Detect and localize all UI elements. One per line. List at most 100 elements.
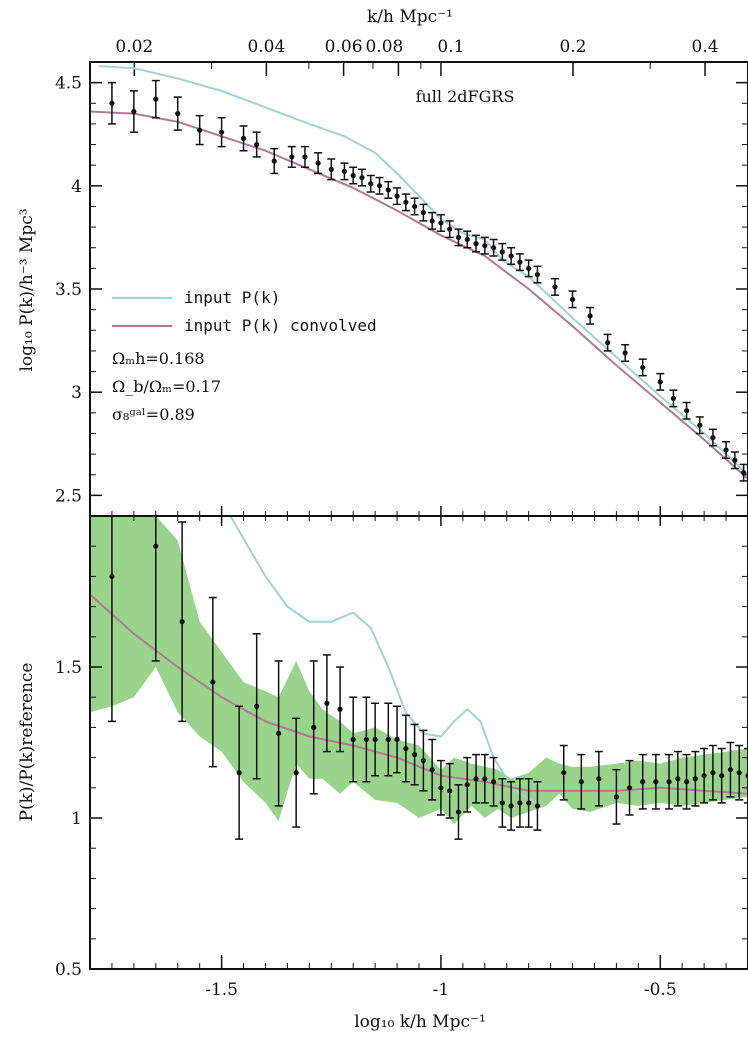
bottom-data-point: [394, 736, 400, 743]
top-data-point: [219, 129, 225, 135]
top-data-point: [455, 234, 462, 241]
bottom-data-point: [653, 779, 659, 785]
top-data-point: [438, 220, 444, 226]
bottom-data-point: [534, 803, 541, 809]
top-ytick-label: 2.5: [55, 486, 82, 506]
top-ytick-label: 4.5: [55, 74, 82, 94]
bottom-data-point: [438, 785, 444, 791]
bottom-data-point: [701, 773, 707, 779]
top-data-point: [723, 447, 729, 453]
top-data-point: [683, 408, 690, 414]
top-data-point: [412, 203, 418, 210]
bottom-data-point: [324, 700, 330, 706]
param-baryon-fraction: Ω_b/Ωₘ=0.17: [112, 377, 221, 396]
top-data-point: [640, 364, 646, 371]
top-ytick-label: 4: [71, 177, 82, 197]
bottom-data-point: [526, 800, 532, 806]
top-data-point: [657, 379, 663, 385]
bottom-data-point: [508, 803, 514, 809]
top-data-point: [175, 110, 181, 117]
top-data-point: [741, 470, 747, 476]
top-y-axis-title: log₁₀ P(k)/h⁻³ Mpc³: [17, 208, 37, 371]
bottom-curve-1: [89, 593, 748, 795]
bottom-data-point: [372, 736, 378, 743]
param-omega-m-h: Ωₘh=0.168: [112, 349, 205, 368]
bottom-data-point: [420, 758, 426, 764]
top-data-point: [420, 210, 426, 216]
top-data-point: [622, 350, 628, 356]
top-data-point: [271, 158, 277, 164]
top-data-point: [394, 193, 400, 199]
bottom-data-points: [107, 515, 748, 840]
top-data-point: [508, 253, 514, 259]
top-axis-title: k/h Mpc⁻¹: [367, 7, 453, 27]
bottom-ytick-label: 1: [71, 809, 82, 829]
bottom-data-point: [683, 779, 690, 785]
bottom-data-point: [640, 779, 646, 785]
bottom-data-point: [455, 809, 462, 815]
top-data-point: [376, 183, 383, 189]
top-data-point: [368, 181, 374, 187]
top-axis-tick-label: 0.06: [325, 37, 363, 57]
top-data-point: [670, 395, 677, 401]
top-axis-tick-label: 0.08: [365, 37, 403, 57]
x-axis-title: log₁₀ k/h Mpc⁻¹: [354, 1012, 486, 1032]
top-data-point: [302, 154, 308, 160]
bottom-xtick-label: -1: [433, 980, 450, 1000]
bottom-ytick-label: 0.5: [55, 960, 82, 980]
bottom-panel-frame: [89, 515, 748, 970]
bottom-data-point: [447, 788, 453, 794]
top-data-point: [464, 236, 470, 243]
error-band: [90, 516, 748, 824]
top-data-points: [107, 79, 748, 482]
bottom-data-point: [736, 770, 742, 776]
bottom-data-point: [464, 782, 470, 788]
top-data-point: [732, 457, 738, 463]
top-data-point: [109, 100, 115, 106]
top-axis-tick-label: 0.1: [437, 37, 464, 57]
top-axis-tick-label: 0.4: [692, 37, 719, 57]
bottom-data-point: [596, 776, 602, 782]
top-data-point: [131, 108, 137, 115]
top-ytick-label: 3.5: [55, 280, 82, 300]
top-data-point: [517, 259, 523, 265]
bottom-data-point: [403, 745, 409, 752]
top-axis-tick-label: 0.2: [559, 37, 586, 57]
bottom-data-point: [412, 751, 418, 758]
top-data-point: [197, 127, 203, 133]
bottom-data-point: [350, 736, 356, 743]
bottom-data-point: [385, 736, 391, 743]
bottom-data-point: [490, 779, 497, 785]
top-data-point: [447, 226, 453, 232]
top-data-point: [341, 168, 348, 174]
top-data-point: [490, 245, 497, 251]
bottom-y-axis-title: P(k)/P(k)reference: [17, 663, 37, 822]
bottom-data-point: [179, 619, 185, 625]
bottom-data-point: [710, 770, 716, 776]
top-data-point: [697, 422, 703, 428]
param-sigma8-gal: σ₈ᵍᵃˡ=0.89: [112, 405, 195, 424]
top-panel-annotation: full 2dFGRS: [416, 87, 515, 106]
bottom-ytick-label: 1.5: [55, 658, 82, 678]
top-data-point: [359, 174, 365, 181]
top-data-point: [482, 243, 488, 249]
bottom-data-point: [153, 543, 159, 549]
top-data-point: [605, 340, 611, 346]
top-data-point: [240, 135, 247, 141]
top-data-point: [328, 166, 334, 172]
top-data-point: [552, 284, 558, 290]
top-data-point: [526, 265, 532, 271]
bottom-data-point: [311, 724, 317, 731]
top-data-point: [587, 313, 593, 319]
top-data-point: [473, 241, 479, 247]
bottom-xtick-label: -1.5: [205, 980, 238, 1000]
bottom-data-point: [473, 776, 479, 782]
bottom-data-point: [613, 794, 620, 800]
bottom-data-point: [363, 736, 369, 743]
top-axis-ticks: 0.02 0.04 0.06 0.08 0.1 0.2 0.4: [115, 37, 748, 76]
top-data-point: [315, 160, 321, 166]
bottom-data-point: [276, 730, 282, 737]
bottom-data-point: [482, 776, 488, 782]
bottom-data-point: [666, 779, 672, 785]
